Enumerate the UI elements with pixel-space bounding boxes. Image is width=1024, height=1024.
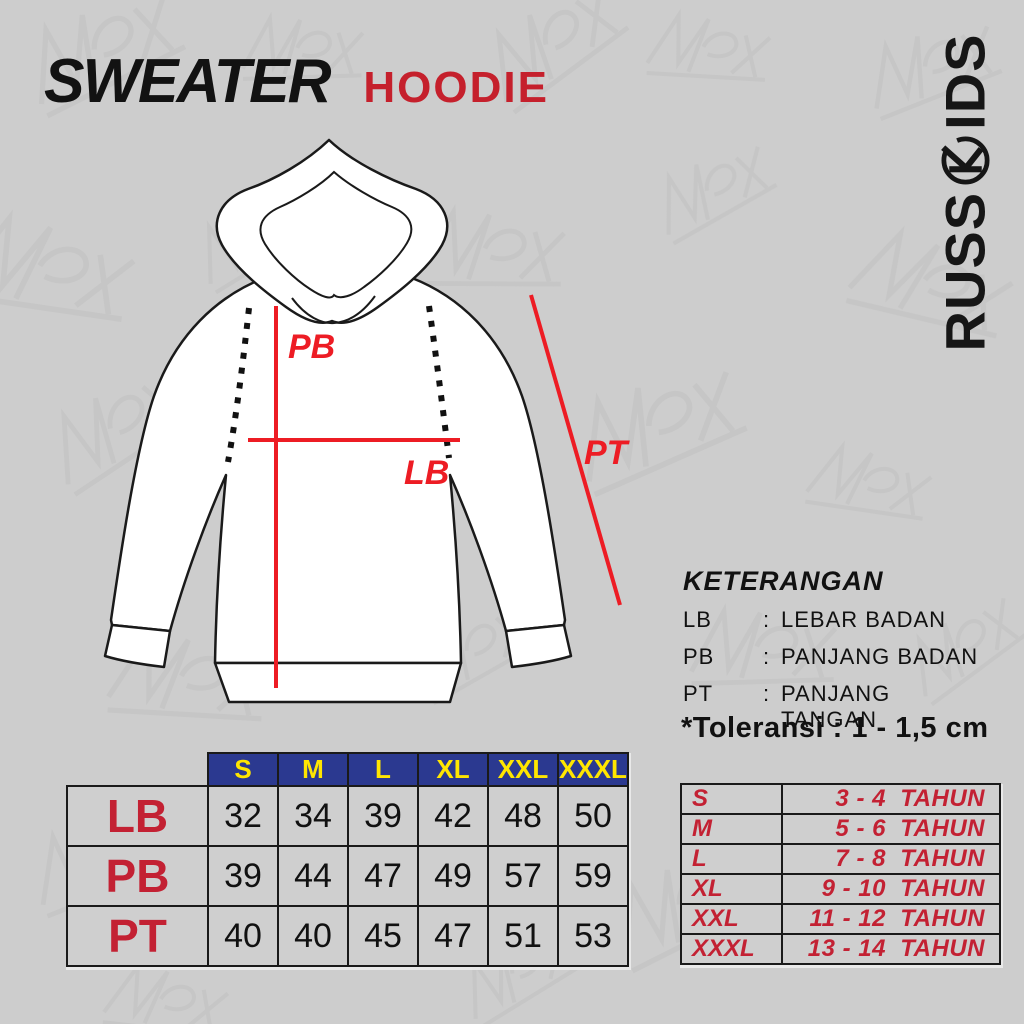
cell-pb-xxxl: 59 — [557, 845, 629, 907]
title-sweater: SWEATER — [44, 47, 332, 116]
size-table-corner — [67, 753, 208, 786]
legend-separator: : — [763, 644, 771, 669]
cell-pb-m: 44 — [277, 845, 349, 907]
size-table: S M L XL XXL XXXL LB 32 34 39 42 48 50 P… — [66, 752, 629, 967]
age-row-l: L 7 - 8 TAHUN — [680, 843, 1001, 875]
age-size: S — [680, 783, 783, 815]
brand-text-ids: IDS — [933, 33, 997, 130]
cell-pt-l: 45 — [347, 905, 419, 967]
row-label-pb: PB — [66, 845, 209, 907]
col-header-xl: XL — [417, 752, 489, 787]
cell-lb-s: 32 — [207, 785, 279, 847]
age-row-m: M 5 - 6 TAHUN — [680, 813, 1001, 845]
row-label-lb: LB — [66, 785, 209, 847]
age-row-xl: XL 9 - 10 TAHUN — [680, 873, 1001, 905]
measure-line-pt — [529, 294, 622, 606]
legend-separator: : — [763, 607, 771, 632]
age-range: 5 - 6 TAHUN — [781, 813, 1001, 845]
age-range: 7 - 8 TAHUN — [781, 843, 1001, 875]
diagram-label-pt: PT — [584, 434, 631, 472]
brand-logo: RUSS IDS — [918, 34, 1013, 352]
cell-lb-m: 34 — [277, 785, 349, 847]
hoodie-cuff-right — [504, 623, 573, 669]
cell-pt-s: 40 — [207, 905, 279, 967]
page-title: SWEATER HOODIE — [44, 46, 549, 117]
cell-pt-xxl: 51 — [487, 905, 559, 967]
col-header-m: M — [277, 752, 349, 787]
col-header-xxl: XXL — [487, 752, 559, 787]
hoodie-diagram: PB LB PT — [103, 138, 631, 704]
age-range: 11 - 12 TAHUN — [781, 903, 1001, 935]
col-header-l: L — [347, 752, 419, 787]
cell-lb-xl: 42 — [417, 785, 489, 847]
legend-desc: PANJANG TANGAN — [781, 681, 891, 732]
cell-pb-xxl: 57 — [487, 845, 559, 907]
hoodie-hem — [213, 661, 463, 704]
raglan-seam-left — [225, 307, 252, 463]
age-size: XXXL — [680, 933, 783, 965]
cell-pt-xxxl: 53 — [557, 905, 629, 967]
table-row-pb: PB 39 44 47 49 57 59 — [66, 845, 629, 907]
brand-k-circle-icon — [940, 136, 989, 185]
size-table-header-row: S M L XL XXL XXXL — [67, 752, 629, 787]
diagram-label-pb: PB — [288, 328, 335, 366]
age-row-xxl: XXL 11 - 12 TAHUN — [680, 903, 1001, 935]
legend-item-pb: PB : PANJANG BADAN — [683, 644, 993, 670]
age-range: 9 - 10 TAHUN — [781, 873, 1001, 905]
title-hoodie: HOODIE — [363, 63, 549, 112]
cell-lb-l: 39 — [347, 785, 419, 847]
legend-separator: : — [763, 681, 771, 706]
cell-pt-xl: 47 — [417, 905, 489, 967]
hoodie-body — [109, 271, 567, 665]
cell-pb-l: 47 — [347, 845, 419, 907]
legend-item-lb: LB : LEBAR BADAN — [683, 607, 993, 633]
legend: KETERANGAN LB : LEBAR BADAN PB : PANJANG… — [683, 566, 993, 744]
age-range: 3 - 4 TAHUN — [781, 783, 1001, 815]
cell-pb-xl: 49 — [417, 845, 489, 907]
age-row-xxxl: XXXL 13 - 14 TAHUN — [680, 933, 1001, 965]
age-row-s: S 3 - 4 TAHUN — [680, 783, 1001, 815]
legend-desc: LEBAR BADAN — [781, 607, 947, 632]
age-size: M — [680, 813, 783, 845]
raglan-seam-right — [426, 305, 452, 459]
col-header-xxxl: XXXL — [557, 752, 629, 787]
cell-pt-m: 40 — [277, 905, 349, 967]
cell-lb-xxxl: 50 — [557, 785, 629, 847]
legend-item-pt: PT : PANJANG TANGAN — [683, 681, 993, 733]
row-label-pt: PT — [66, 905, 209, 967]
brand-text-russ: RUSS — [933, 191, 997, 352]
col-header-s: S — [207, 752, 279, 787]
hoodie-collar — [291, 295, 376, 325]
legend-abbr: LB — [683, 607, 712, 632]
table-row-pt: PT 40 40 45 47 51 53 — [66, 905, 629, 967]
age-table: S 3 - 4 TAHUN M 5 - 6 TAHUN L 7 - 8 TAHU… — [680, 783, 1001, 965]
tolerance-note: *Toleransi : 1 - 1,5 cm — [681, 712, 989, 744]
legend-abbr: PT — [683, 681, 714, 706]
hoodie-hood-opening — [259, 170, 413, 299]
age-size: L — [680, 843, 783, 875]
legend-title: KETERANGAN — [683, 566, 884, 596]
cell-pb-s: 39 — [207, 845, 279, 907]
hoodie-cuff-left — [103, 623, 172, 669]
age-range: 13 - 14 TAHUN — [781, 933, 1001, 965]
legend-abbr: PB — [683, 644, 715, 669]
age-size: XL — [680, 873, 783, 905]
age-size: XXL — [680, 903, 783, 935]
cell-lb-xxl: 48 — [487, 785, 559, 847]
legend-desc: PANJANG BADAN — [781, 644, 979, 669]
diagram-label-lb: LB — [404, 454, 449, 492]
table-row-lb: LB 32 34 39 42 48 50 — [66, 785, 629, 847]
